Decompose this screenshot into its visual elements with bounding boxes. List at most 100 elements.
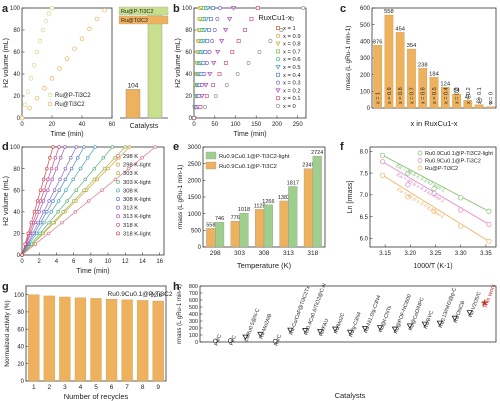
y-axis-label: H2 volume (mL) <box>175 38 182 88</box>
bar <box>312 156 322 248</box>
data-point <box>236 39 241 43</box>
y-tick-label: 40 <box>13 210 20 216</box>
bar-group: 184 x = 0.5 <box>429 71 440 109</box>
data-point <box>38 231 42 236</box>
legend-entry: 308 K-light <box>123 197 151 203</box>
bar-value-label: 558 <box>384 9 394 15</box>
data-point <box>26 231 30 236</box>
data-point <box>41 177 46 182</box>
panel-letter: g <box>2 281 9 293</box>
data-point <box>102 7 107 13</box>
y-tick-label: 60 <box>13 50 20 56</box>
data-point <box>405 170 411 176</box>
data-point <box>76 156 80 160</box>
y-tick-label: 8.0 <box>360 150 369 156</box>
data-point <box>331 326 339 333</box>
legend-marker <box>276 49 280 54</box>
data-point <box>391 326 398 333</box>
data-point <box>458 207 464 213</box>
series-ru-ti3c2 <box>19 7 107 121</box>
literature-point: Ru/C <box>272 334 283 347</box>
bar-value-label: 124 <box>440 81 450 87</box>
data-point <box>86 156 90 160</box>
data-point <box>380 152 386 158</box>
legend-entry: x = 1 <box>283 26 296 32</box>
y-tick-label: 100 <box>189 333 198 339</box>
data-point <box>127 145 132 149</box>
data-point <box>126 166 131 171</box>
data-point <box>211 83 216 87</box>
legend-marker <box>276 96 280 101</box>
plot-frame <box>369 146 497 248</box>
category-label: Ru/Mo2C <box>333 312 346 335</box>
x-tick-label: 308 <box>259 250 270 257</box>
bar-value-label: 238 <box>418 62 428 68</box>
inset-legend: Ru@P-Ti3C2 Ru@Ti3C2 <box>118 6 169 25</box>
data-point <box>207 28 212 32</box>
data-point <box>54 166 59 171</box>
data-point <box>46 11 52 16</box>
data-point <box>50 177 54 182</box>
legend-marker <box>47 101 53 107</box>
data-point <box>290 17 295 21</box>
series-x-9 <box>192 6 260 120</box>
data-point <box>106 166 110 171</box>
data-point <box>56 210 60 214</box>
bar-group: 2 <box>43 295 55 391</box>
inset-title: Ru0.9Cu0.1@P-Ti3C2 <box>108 291 173 298</box>
x-tick-label: 0 <box>20 122 24 128</box>
data-point <box>51 220 55 225</box>
legend-swatch <box>205 151 217 160</box>
data-point <box>41 210 46 214</box>
plot-frame <box>21 7 113 119</box>
x-tick-label: 3.15 <box>379 251 391 257</box>
y-tick-label: 0 <box>198 245 202 251</box>
legend-marker <box>116 171 120 176</box>
bar-group: 6 <box>105 298 118 391</box>
legend-entry: Ru@Ti3C2 <box>55 102 85 108</box>
bar-value-label: 454 <box>395 26 405 32</box>
bar-group: 3 <box>59 296 71 391</box>
legend-marker <box>276 104 280 108</box>
bar-category-label: x = 0.3 <box>455 87 461 104</box>
data-point <box>203 16 210 22</box>
legend: Ru0.9Cu0.1@P-Ti3C2-light Ru0.9Cu0.1@P-Ti3… <box>417 150 493 172</box>
x-tick-label: 298 <box>210 250 221 257</box>
data-point <box>272 338 278 344</box>
legend-marker <box>116 214 120 219</box>
data-point <box>123 145 128 149</box>
data-point <box>27 105 32 111</box>
data-point <box>69 156 73 160</box>
data-point <box>480 298 489 307</box>
legend-entry: Ru0.9Cu0.1@P-Ti3C2-light <box>219 154 290 160</box>
literature-point: Pt/C <box>228 335 238 346</box>
data-point <box>49 210 54 214</box>
bar <box>463 100 473 109</box>
legend: 298 K 298 K-light 303 K 303 K-light 308 K 308… <box>116 154 151 237</box>
data-point <box>249 17 254 21</box>
y-tick-label: 40 <box>17 345 24 351</box>
legend-marker <box>116 197 120 201</box>
data-point <box>49 76 55 81</box>
legend-entry: x = 0.3 <box>283 81 301 87</box>
data-point <box>257 50 262 54</box>
data-point <box>217 6 222 10</box>
legend-marker <box>276 80 280 85</box>
data-point <box>20 253 24 257</box>
y-tick-label: 20 <box>17 362 24 368</box>
panel-letter: c <box>340 3 346 15</box>
panel-letter: f <box>340 141 344 153</box>
x-tick-label: 100 <box>230 122 241 128</box>
category-label: This work <box>483 283 498 310</box>
bar-value-label: 558 <box>206 222 215 228</box>
data-point <box>458 195 464 201</box>
x-tick-label: 6 <box>72 259 76 265</box>
y-tick-label: 1000 <box>188 212 202 218</box>
bar-category-label: x = 0.2 <box>466 87 472 104</box>
data-point <box>74 145 78 149</box>
x-tick-label: 303 <box>234 250 245 257</box>
x-tick-label: 50 <box>211 122 218 128</box>
data-point <box>102 166 107 171</box>
x-tick-label: 3.20 <box>404 251 416 257</box>
